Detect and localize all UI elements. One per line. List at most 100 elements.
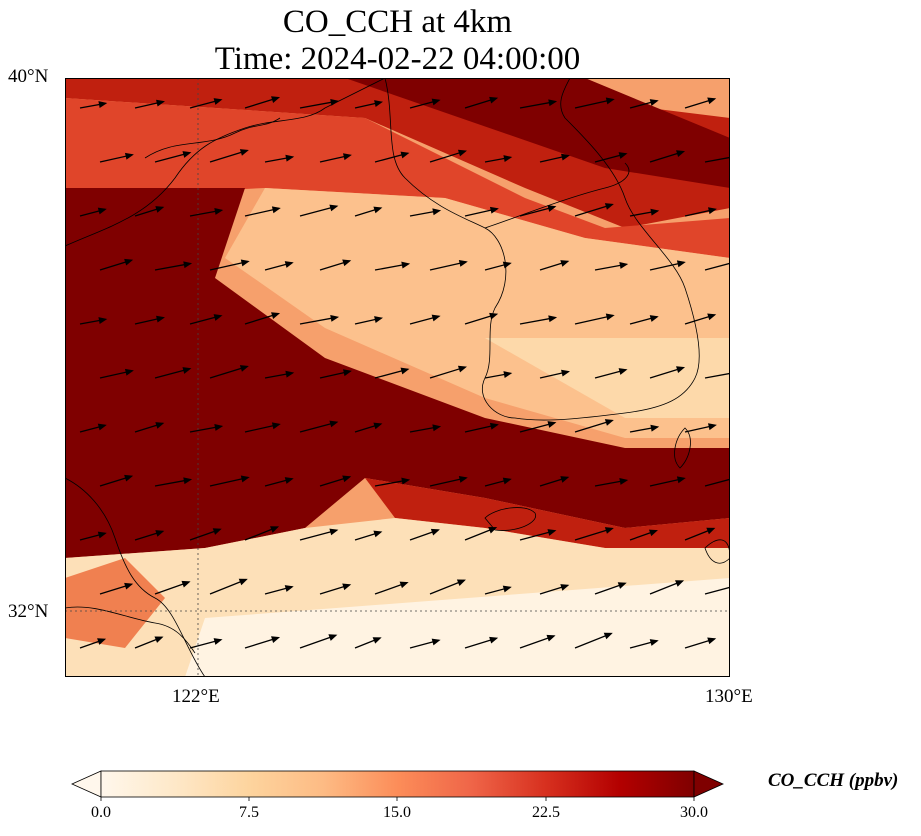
field-band-south <box>365 478 730 548</box>
wind-arrow-head <box>329 420 339 428</box>
title-line-2: Time: 2024-02-22 04:00:00 <box>214 41 581 77</box>
wind-arrow-head <box>400 151 410 159</box>
wind-arrow-head <box>648 529 658 537</box>
wind-arrow-head <box>374 100 383 107</box>
wind-arrow-head <box>373 422 383 430</box>
wind-arrow-head <box>182 367 192 374</box>
wind-arrow-head <box>271 422 281 430</box>
wind-arrow-head <box>284 477 294 484</box>
wind-arrow-head <box>399 581 409 589</box>
lat-label-40n: 40°N <box>8 66 49 87</box>
field-min-south <box>185 578 730 677</box>
lon-label-122e: 122°E <box>172 686 220 707</box>
wind-vectors <box>79 96 730 649</box>
coastline-korea-north <box>484 162 630 229</box>
wind-arrow-head <box>502 585 512 593</box>
coastline-china-east <box>65 477 206 677</box>
wind-arrow-head <box>212 528 222 535</box>
wind-arrow-head <box>619 478 629 485</box>
wind-arrow-head <box>97 531 107 539</box>
wind-arrow-head <box>124 368 134 376</box>
wind-arrow-head <box>285 370 295 378</box>
wind-arrow-head <box>328 634 338 641</box>
wind-arrow-head <box>400 367 410 375</box>
wind-arrow-head <box>271 312 281 319</box>
wind-arrow-head <box>707 637 717 645</box>
colorbar-tick-3: 22.5 <box>532 804 560 821</box>
wind-arrow-head <box>548 99 558 107</box>
wind-arrow-head <box>271 636 281 643</box>
wind-arrow-head <box>431 98 441 106</box>
wind-arrow-head <box>329 204 339 212</box>
wind-arrow <box>704 156 730 163</box>
wind-arrow-head <box>676 150 686 157</box>
wind-arrow-head <box>284 585 294 592</box>
wind-arrow-head <box>605 97 615 105</box>
wind-arrow-head <box>330 314 340 322</box>
wind-arrow-head <box>182 151 192 158</box>
wind-arrow-head <box>156 315 165 323</box>
coastlines <box>65 78 730 677</box>
wind-arrow-head <box>619 262 629 269</box>
coastline-liaodong <box>144 117 281 159</box>
colorbar-tick-0: 0.0 <box>91 804 111 821</box>
wind-arrow-head <box>456 579 466 586</box>
wind-arrow-head <box>489 206 499 214</box>
wind-arrow-head <box>458 475 468 483</box>
wind-arrow-head <box>604 203 614 210</box>
wind-arrow-head <box>604 527 614 534</box>
wind-arrow-head <box>458 259 468 267</box>
wind-arrow-head <box>503 371 513 378</box>
colorbar-tick-1: 7.5 <box>239 804 259 821</box>
wind-arrow-head <box>489 96 499 104</box>
wind-arrow-head <box>270 526 280 533</box>
wind-arrow-head <box>374 316 383 323</box>
wind-arrow-head <box>124 258 134 266</box>
field-core-north <box>345 78 730 188</box>
wind-arrow-head <box>650 424 660 432</box>
wind-arrow-head <box>618 368 628 375</box>
wind-arrow-head <box>548 315 558 323</box>
wind-arrow-head <box>98 101 108 108</box>
wind-arrow-head <box>124 474 134 482</box>
wind-arrow-head <box>617 582 627 589</box>
wind-arrow-head <box>373 530 383 538</box>
wind-arrow-head <box>707 97 717 105</box>
wind-arrow-head <box>457 365 467 373</box>
wind-arrow-head <box>124 152 134 160</box>
coastline-jeju <box>484 507 536 531</box>
colorbar-extend-max <box>693 770 724 798</box>
wind-arrow-head <box>271 206 281 214</box>
wind-arrow-head <box>618 152 628 159</box>
wind-arrow-head <box>605 313 615 321</box>
wind-arrow-head <box>676 366 686 373</box>
wind-arrow-head <box>240 475 250 483</box>
wind-arrow-head <box>213 638 223 645</box>
wind-arrow-head <box>676 260 686 268</box>
wind-arrow-head <box>560 584 570 591</box>
map-border <box>65 78 730 677</box>
wind-arrow-head <box>649 639 659 646</box>
wind-arrow-head <box>214 424 224 431</box>
wind-arrow-head <box>214 208 224 215</box>
title-line-1: CO_CCH at 4km <box>282 4 513 40</box>
wind-arrow-head <box>560 476 570 483</box>
wind-arrow-head <box>155 530 165 537</box>
wind-arrow-head <box>329 528 339 536</box>
wind-arrow-head <box>213 98 223 105</box>
colorbar-extend-min <box>71 770 102 798</box>
wind-arrow-head <box>271 96 281 103</box>
wind-arrow-head <box>707 313 717 321</box>
wind-arrow-head <box>604 419 614 426</box>
wind-arrow <box>704 262 730 271</box>
wind-arrow-head <box>430 528 440 536</box>
wind-arrow-head <box>284 261 294 268</box>
colorbar-gradient <box>100 770 695 798</box>
colorbar-tick-4: 30.0 <box>680 804 708 821</box>
wind-arrow-head <box>502 261 512 269</box>
coastline-kyushu <box>704 539 730 564</box>
wind-arrow-head <box>546 634 556 642</box>
colorbar-label: CO_CCH (ppbv) <box>768 770 899 791</box>
wind-arrow-head <box>330 98 340 106</box>
wind-arrow <box>704 372 730 379</box>
